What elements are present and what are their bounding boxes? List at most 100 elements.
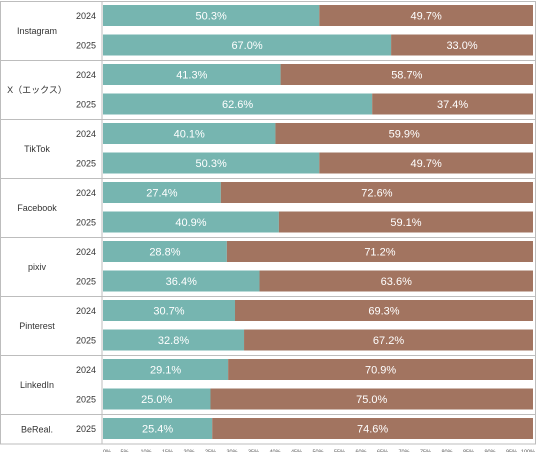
bar-segment-a bbox=[103, 64, 281, 85]
bar-value-label: 25.4% bbox=[142, 424, 173, 436]
x-tick-label: 35% bbox=[248, 450, 259, 452]
platform-label: Instagram bbox=[17, 26, 57, 36]
year-label: 2025 bbox=[76, 424, 96, 434]
bar-value-label: 49.7% bbox=[411, 11, 442, 23]
x-tick-label: 60% bbox=[355, 450, 366, 452]
bar-value-label: 36.4% bbox=[166, 276, 197, 288]
bar-segment-b bbox=[220, 182, 533, 203]
bar-value-label: 67.0% bbox=[231, 40, 262, 52]
x-tick-label: 5% bbox=[121, 450, 129, 452]
bar-value-label: 49.7% bbox=[411, 158, 442, 170]
bar-segment-b bbox=[259, 270, 533, 292]
x-tick-label: 30% bbox=[226, 450, 237, 452]
bar-value-label: 75.0% bbox=[356, 394, 387, 406]
bar-segment-b bbox=[212, 418, 533, 439]
bar-segment-b bbox=[391, 34, 533, 56]
bar-value-label: 37.4% bbox=[437, 99, 468, 111]
bar-value-label: 30.7% bbox=[153, 306, 184, 318]
bar-segment-b bbox=[280, 64, 533, 85]
x-tick-label: 45% bbox=[291, 450, 302, 452]
bar-value-label: 58.7% bbox=[391, 70, 422, 82]
bar-value-label: 29.1% bbox=[150, 365, 181, 377]
x-tick-label: 25% bbox=[205, 450, 216, 452]
year-label: 2024 bbox=[76, 365, 96, 375]
bar-segment-a bbox=[103, 329, 245, 351]
bar-segment-a bbox=[103, 211, 279, 233]
bar-segment-a bbox=[103, 300, 236, 321]
bar-segment-b bbox=[244, 329, 534, 351]
bar-value-label: 40.1% bbox=[174, 129, 205, 141]
year-label: 2025 bbox=[76, 277, 96, 287]
bar-segment-b bbox=[210, 388, 533, 410]
bar-segment-a bbox=[103, 34, 392, 56]
bar-value-label: 74.6% bbox=[357, 424, 388, 436]
bar-segment-a bbox=[103, 359, 229, 380]
bar-value-label: 72.6% bbox=[361, 188, 392, 200]
bar-value-label: 67.2% bbox=[373, 335, 404, 347]
x-tick-label: 85% bbox=[463, 450, 474, 452]
year-label: 2024 bbox=[76, 306, 96, 316]
bar-segment-a bbox=[103, 270, 260, 292]
bar-segment-a bbox=[103, 182, 221, 203]
bar-segment-a bbox=[103, 241, 227, 262]
platform-label: BeReal. bbox=[21, 424, 53, 434]
year-label: 2024 bbox=[76, 70, 96, 80]
year-label: 2024 bbox=[76, 11, 96, 21]
bar-segment-a bbox=[103, 388, 211, 410]
bar-value-label: 27.4% bbox=[146, 188, 177, 200]
x-tick-label: 50% bbox=[312, 450, 323, 452]
bar-segment-b bbox=[228, 359, 533, 380]
platform-label: Pinterest bbox=[19, 321, 55, 331]
year-label: 2025 bbox=[76, 336, 96, 346]
bar-segment-b bbox=[275, 123, 533, 144]
year-label: 2024 bbox=[76, 129, 96, 139]
year-label: 2025 bbox=[76, 218, 96, 228]
bar-value-label: 32.8% bbox=[158, 335, 189, 347]
x-tick-label: 100% bbox=[521, 450, 535, 452]
x-axis-ticks: 0% 5% 10% 15% 20% 25% 30% 35% 40% 45% 50% 55% 60% 65%… bbox=[103, 450, 535, 452]
x-tick-label: 15% bbox=[162, 450, 173, 452]
year-label: 2025 bbox=[76, 41, 96, 51]
bar-value-label: 50.3% bbox=[196, 11, 227, 23]
year-label: 2024 bbox=[76, 188, 96, 198]
bar-value-label: 28.8% bbox=[149, 247, 180, 259]
platform-label: LinkedIn bbox=[20, 380, 54, 390]
bar-segment-b bbox=[319, 152, 533, 174]
bar-segment-a bbox=[103, 93, 373, 115]
bar-value-label: 59.1% bbox=[390, 217, 421, 229]
bar-value-label: 63.6% bbox=[381, 276, 412, 288]
bar-segment-b bbox=[278, 211, 533, 233]
x-tick-label: 40% bbox=[269, 450, 280, 452]
x-tick-label: 20% bbox=[183, 450, 194, 452]
bar-value-label: 33.0% bbox=[446, 40, 477, 52]
bar-segment-a bbox=[103, 123, 276, 144]
bar-segment-b bbox=[319, 5, 533, 26]
platform-label: X（エックス） bbox=[7, 85, 67, 95]
bar-segment-b bbox=[235, 300, 533, 321]
bar-value-label: 70.9% bbox=[365, 365, 396, 377]
bar-segment-b bbox=[226, 241, 533, 262]
bar-segment-a bbox=[103, 418, 213, 439]
platform-label: TikTok bbox=[24, 144, 50, 154]
bar-value-label: 62.6% bbox=[222, 99, 253, 111]
bar-segment-a bbox=[103, 152, 320, 174]
bar-segment-a bbox=[103, 5, 320, 26]
x-tick-label: 75% bbox=[420, 450, 431, 452]
year-label: 2025 bbox=[76, 100, 96, 110]
year-label: 2025 bbox=[76, 159, 96, 169]
platform-label: pixiv bbox=[28, 262, 47, 272]
bars: 50.3% 49.7% 67.0% 33.0% 41.3% 58.7% 62.6% 37.4%… bbox=[103, 5, 534, 439]
x-tick-label: 65% bbox=[377, 450, 388, 452]
bar-value-label: 59.9% bbox=[389, 129, 420, 141]
bar-value-label: 41.3% bbox=[176, 70, 207, 82]
category-labels: 2024 2025 Instagram 2024 2025 X（エックス） 2024 2025… bbox=[7, 11, 96, 434]
x-tick-label: 0% bbox=[103, 450, 111, 452]
x-tick-label: 90% bbox=[484, 450, 495, 452]
bar-value-label: 50.3% bbox=[196, 158, 227, 170]
year-label: 2024 bbox=[76, 247, 96, 257]
bar-segment-b bbox=[372, 93, 533, 115]
x-tick-label: 70% bbox=[398, 450, 409, 452]
bar-value-label: 69.3% bbox=[368, 306, 399, 318]
